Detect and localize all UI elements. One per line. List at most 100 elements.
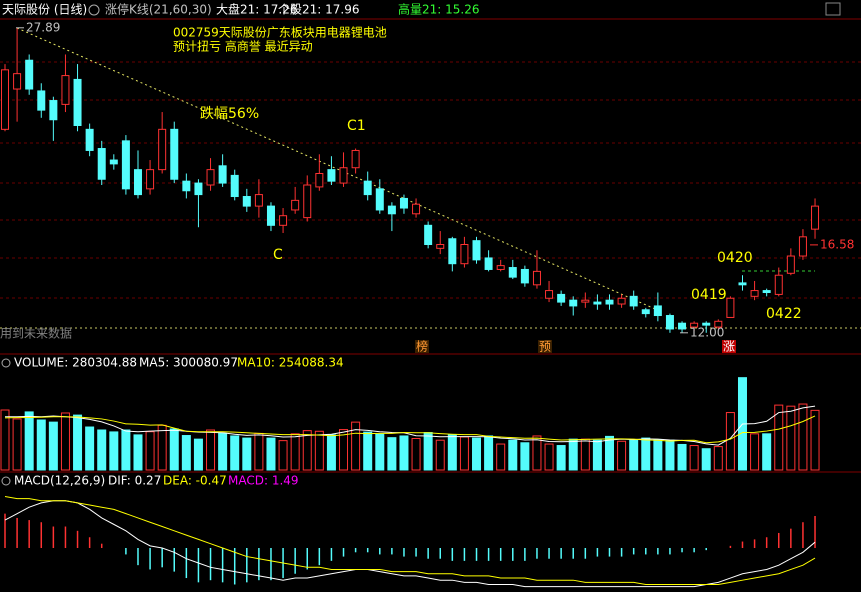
candle-body xyxy=(97,148,106,180)
volume-bar xyxy=(496,443,506,471)
volume-bar xyxy=(701,448,711,471)
candle-body xyxy=(605,299,614,305)
volume-bar xyxy=(774,404,784,471)
volume-bar xyxy=(484,435,494,471)
candle-body xyxy=(750,290,759,297)
candle-body xyxy=(617,297,626,305)
legend-entry: MACD: 1.49 xyxy=(228,474,299,488)
candle-body xyxy=(121,140,130,190)
volume-bar xyxy=(665,439,675,471)
volume-bar xyxy=(411,438,421,471)
annotation: 0422 xyxy=(766,306,802,322)
tag-box xyxy=(538,340,552,353)
candle-body xyxy=(690,322,699,328)
volume-bar xyxy=(798,403,808,471)
tag-box xyxy=(722,340,736,353)
candle-body xyxy=(315,172,324,188)
volume-bar xyxy=(254,432,264,471)
volume-bar xyxy=(544,443,554,471)
trend-line xyxy=(16,27,663,313)
volume-bar xyxy=(387,437,397,471)
volume-bar xyxy=(532,435,542,471)
candle-body xyxy=(653,305,662,317)
volume-bar xyxy=(689,445,699,471)
candle-body xyxy=(37,90,46,111)
annotation: 0420 xyxy=(717,250,753,266)
collapse-button[interactable] xyxy=(825,2,841,16)
volume-bar xyxy=(629,439,639,471)
candle-body xyxy=(158,128,167,171)
volume-bar xyxy=(447,434,457,471)
candle-body xyxy=(291,199,300,211)
candle-body xyxy=(303,184,312,219)
price-label: 27.89 xyxy=(26,20,60,34)
volume-bar xyxy=(399,435,409,471)
candle-body xyxy=(266,205,275,226)
panel-icon[interactable] xyxy=(1,358,11,368)
candle-body xyxy=(13,73,22,90)
candle-body xyxy=(508,267,517,278)
volume-bar xyxy=(157,424,167,471)
candle-body xyxy=(629,295,638,307)
price-label: 16.58 xyxy=(820,237,854,251)
candle-body xyxy=(702,322,711,326)
candle-body xyxy=(327,169,336,182)
volume-bar xyxy=(60,412,70,471)
candle-body xyxy=(520,268,529,284)
candle-body xyxy=(339,167,348,184)
volume-bar xyxy=(508,439,518,471)
indicator-name: 涨停K线(21,60,30) xyxy=(105,2,212,17)
candle-body xyxy=(109,159,118,165)
volume-bar xyxy=(36,419,46,471)
volume-bar xyxy=(85,426,95,471)
candle-body xyxy=(545,290,554,299)
volume-bar xyxy=(278,440,288,471)
volume-bar xyxy=(12,418,22,471)
candle-body xyxy=(182,180,191,192)
note: 002759天际股份广东板块用电器锂电池 xyxy=(173,25,387,40)
tag: 榜 xyxy=(416,339,428,354)
candle-body xyxy=(387,205,396,215)
toggle-icon[interactable] xyxy=(88,4,100,16)
volume-bar xyxy=(133,434,143,471)
macd-line xyxy=(4,500,816,588)
volume-bar xyxy=(266,437,276,471)
candle-body xyxy=(254,194,263,207)
candle-body xyxy=(557,293,566,303)
tag: 预 xyxy=(539,340,551,354)
volume-bar xyxy=(302,430,312,471)
candle-body xyxy=(279,215,288,226)
volume-bar xyxy=(580,438,590,471)
candle-body xyxy=(581,299,590,303)
candle-body xyxy=(436,244,445,249)
candle-body xyxy=(593,301,602,305)
volume-bar xyxy=(363,431,373,471)
legend-entry: MA10: 254088.34 xyxy=(237,356,344,370)
candle-body xyxy=(798,236,807,257)
volume-bar xyxy=(326,434,336,471)
volume-bar xyxy=(786,405,796,471)
candle-body xyxy=(25,59,34,90)
volume-bar xyxy=(314,430,324,471)
volume-bar xyxy=(568,438,578,471)
volume-bar xyxy=(750,433,760,471)
legend-entry: DEA: -0.47 xyxy=(163,474,227,488)
volume-bar xyxy=(810,409,820,471)
candle-body xyxy=(424,224,433,246)
annotation: C1 xyxy=(347,118,366,134)
volume-bar xyxy=(725,412,735,471)
volume-bar xyxy=(0,409,10,471)
macd-line xyxy=(4,495,816,585)
price-label: 12.00 xyxy=(690,325,724,339)
volume-bar xyxy=(653,439,663,471)
candle-body xyxy=(61,75,70,105)
volume-bar xyxy=(375,433,385,471)
tag-box xyxy=(415,340,429,353)
volume-bar xyxy=(713,446,723,471)
candle-body xyxy=(85,128,94,151)
volume-bar xyxy=(242,437,252,471)
high-volume-value: 高量21: 15.26 xyxy=(398,2,479,17)
panel-icon[interactable] xyxy=(1,476,11,486)
volume-bar xyxy=(641,437,651,471)
